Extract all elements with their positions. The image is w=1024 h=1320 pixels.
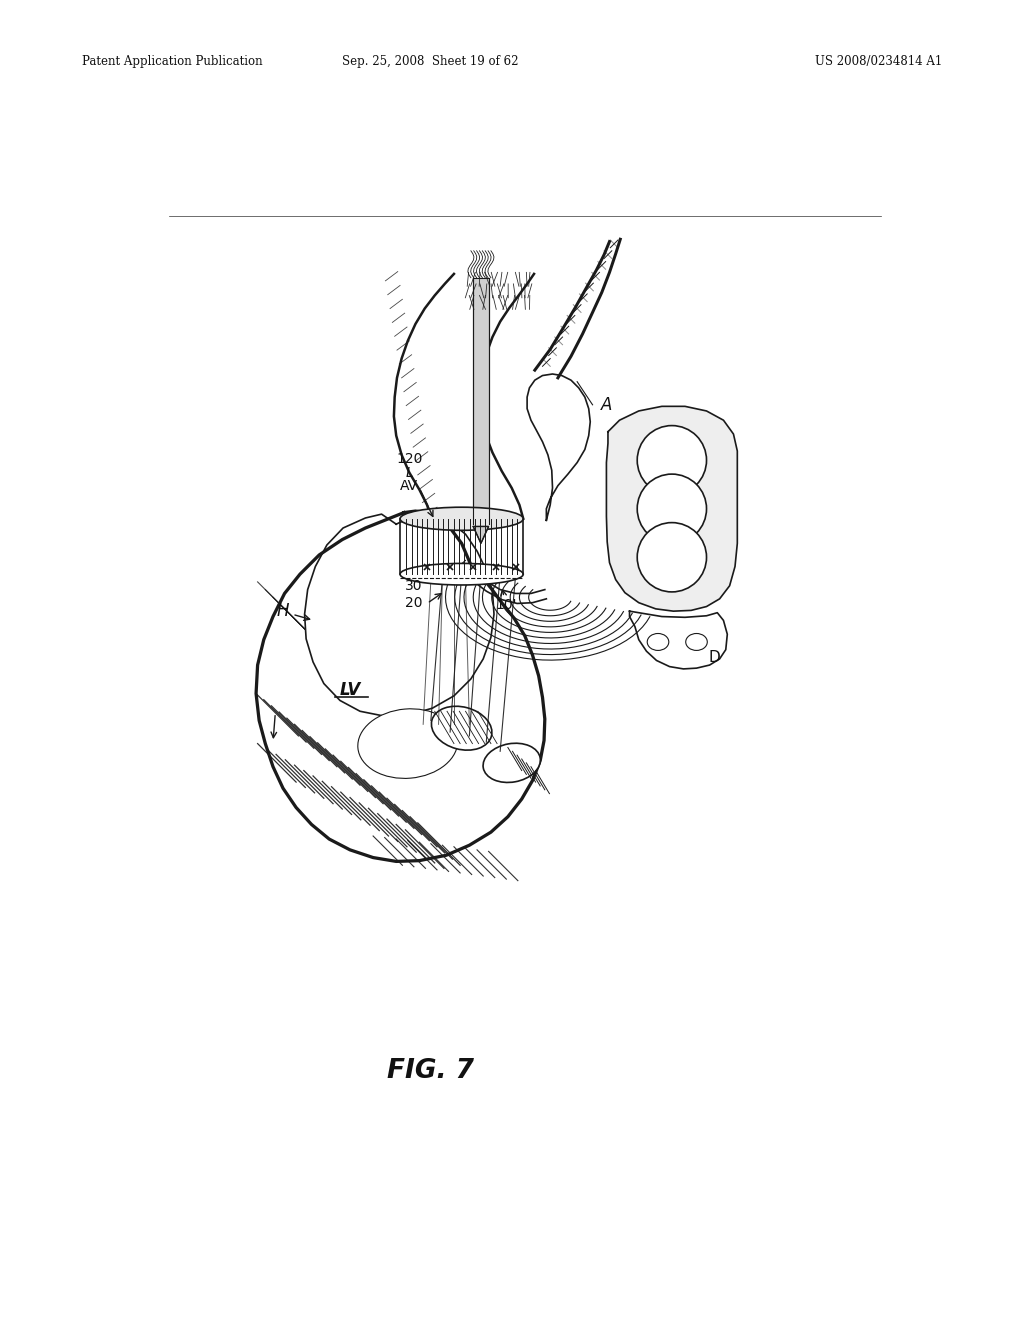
Text: D: D [709,649,720,665]
Polygon shape [630,611,727,669]
Text: Sep. 25, 2008  Sheet 19 of 62: Sep. 25, 2008 Sheet 19 of 62 [342,55,518,69]
Polygon shape [256,511,545,862]
Ellipse shape [686,634,708,651]
Text: L: L [406,466,413,479]
Text: 20: 20 [406,597,423,610]
Ellipse shape [357,709,458,779]
Ellipse shape [647,634,669,651]
Polygon shape [304,515,494,715]
FancyBboxPatch shape [473,277,488,524]
Text: H: H [276,602,289,620]
Ellipse shape [400,564,523,585]
Ellipse shape [431,706,492,750]
Polygon shape [527,374,590,520]
Circle shape [637,425,707,495]
Text: FIG. 7: FIG. 7 [387,1057,474,1084]
Text: Patent Application Publication: Patent Application Publication [82,55,262,69]
Circle shape [637,474,707,544]
Ellipse shape [400,507,523,531]
Text: US 2008/0234814 A1: US 2008/0234814 A1 [815,55,942,69]
Text: 30: 30 [406,578,423,593]
Text: AV: AV [400,479,419,492]
Text: A: A [601,396,612,413]
Text: LV: LV [339,681,360,698]
Polygon shape [606,407,737,611]
Polygon shape [473,527,488,544]
Text: 120: 120 [396,451,423,466]
Circle shape [637,523,707,591]
Text: 10': 10' [496,598,517,612]
Ellipse shape [483,743,541,783]
